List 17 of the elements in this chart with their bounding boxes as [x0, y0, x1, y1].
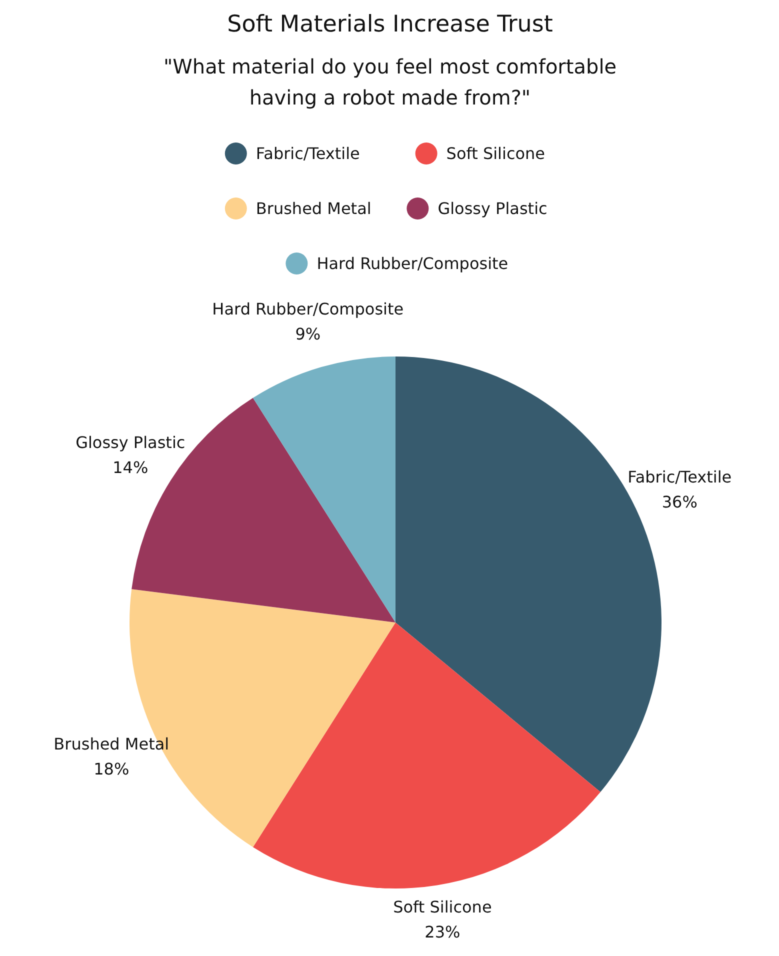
- chart-subtitle: "What material do you feel most comfortable having a robot made from?": [163, 54, 617, 110]
- data-label: 9%: [295, 324, 321, 344]
- slice-label: Brushed Metal: [54, 734, 170, 754]
- slice-label: Hard Rubber/Composite: [212, 299, 404, 318]
- legend-label: Hard Rubber/Composite: [316, 254, 508, 273]
- data-label: 23%: [424, 922, 460, 942]
- chart-title: Soft Materials Increase Trust: [227, 12, 553, 38]
- slice-label: Fabric/Textile: [628, 467, 732, 486]
- slice-label: Glossy Plastic: [76, 432, 186, 452]
- slice-label: Soft Silicone: [393, 897, 492, 916]
- legend-label: Fabric/Textile: [256, 144, 360, 163]
- data-label: 18%: [94, 760, 130, 779]
- legend-label: Brushed Metal: [256, 199, 372, 218]
- data-label: 36%: [662, 492, 698, 512]
- data-label: 14%: [112, 458, 148, 477]
- legend-label: Glossy Plastic: [438, 199, 548, 218]
- legend-label: Soft Silicone: [446, 144, 546, 163]
